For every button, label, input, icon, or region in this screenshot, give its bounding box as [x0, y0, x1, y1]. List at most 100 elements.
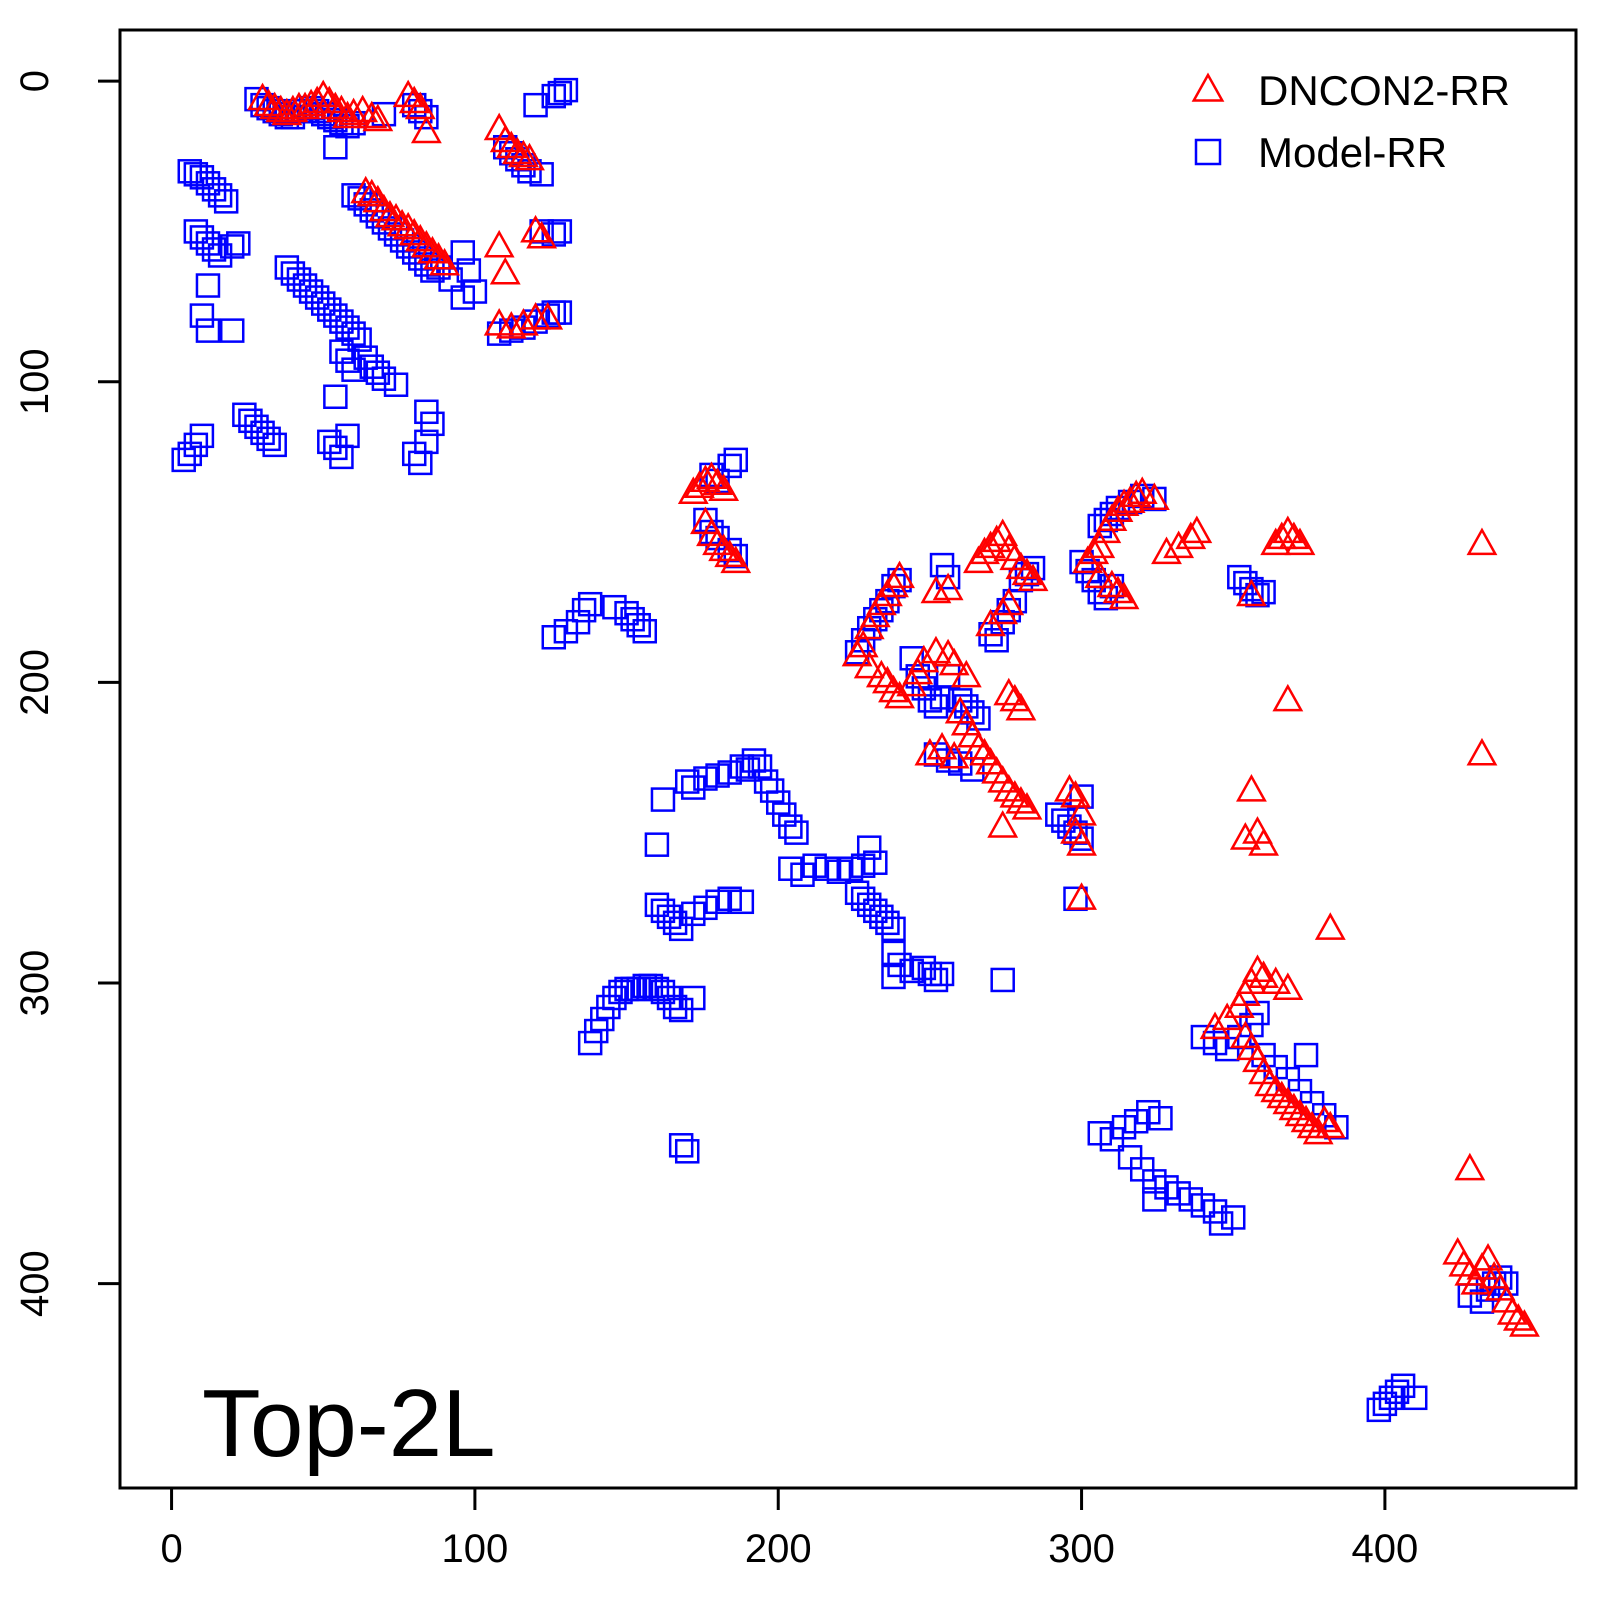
point-dncon2-rr-192	[1502, 1303, 1534, 1331]
series-model-rr	[171, 77, 1519, 1423]
legend: DNCON2-RR Model-RR	[1191, 67, 1510, 176]
point-dncon2-rr-84	[920, 575, 952, 604]
point-dncon2-rr-60	[702, 527, 733, 556]
point-dncon2-rr-31	[398, 217, 430, 246]
point-model-rr-77	[547, 80, 573, 106]
point-model-rr-124	[571, 597, 597, 623]
point-model-rr-37	[189, 303, 215, 328]
point-dncon2-rr-85	[932, 572, 964, 601]
point-model-rr-156	[784, 820, 809, 845]
point-dncon2-rr-141	[1175, 521, 1207, 550]
point-dncon2-rr-57	[708, 473, 740, 501]
point-dncon2-rr-55	[696, 461, 727, 489]
point-dncon2-rr-83	[950, 659, 982, 688]
point-dncon2-rr-5	[277, 94, 309, 123]
point-model-rr-225	[935, 664, 961, 689]
point-model-rr-180	[881, 964, 906, 990]
point-dncon2-rr-175	[1296, 1110, 1328, 1139]
point-dncon2-rr-73	[865, 659, 897, 688]
point-model-rr-185	[662, 910, 688, 936]
point-model-rr-142	[674, 769, 700, 794]
point-dncon2-rr-163	[1272, 972, 1304, 1001]
point-model-rr-27	[207, 183, 233, 208]
point-dncon2-rr-33	[410, 229, 442, 258]
point-dncon2-rr-38	[489, 124, 521, 153]
point-model-rr-237	[984, 628, 1009, 653]
point-dncon2-rr-193	[1509, 1309, 1540, 1337]
point-dncon2-rr-129	[1102, 494, 1134, 523]
point-dncon2-rr-48	[495, 311, 527, 339]
point-dncon2-rr-131	[1114, 485, 1146, 514]
point-dncon2-rr-149	[1272, 683, 1304, 712]
point-dncon2-rr-18	[362, 103, 394, 132]
point-dncon2-rr-15	[338, 97, 369, 126]
point-dncon2-rr-61	[708, 533, 740, 562]
point-dncon2-rr-137	[1102, 575, 1134, 604]
point-dncon2-rr-2	[259, 91, 291, 120]
point-model-rr-79	[523, 92, 548, 118]
point-model-rr-206	[662, 994, 688, 1020]
point-dncon2-rr-107	[981, 524, 1013, 553]
point-dncon2-rr-136	[1096, 569, 1128, 598]
point-dncon2-rr-139	[1151, 536, 1182, 565]
x-tick-label-100: 100	[442, 1527, 509, 1571]
point-model-rr-66	[547, 300, 573, 325]
point-dncon2-rr-34	[417, 235, 448, 264]
point-model-rr-36	[195, 273, 221, 298]
points-layer	[171, 77, 1540, 1423]
point-model-rr-150	[747, 754, 773, 779]
point-dncon2-rr-27	[374, 199, 406, 228]
point-dncon2-rr-170	[1266, 1080, 1298, 1109]
point-dncon2-rr-125	[1078, 536, 1110, 565]
point-model-rr-181	[990, 967, 1015, 993]
point-model-rr-288	[1148, 1105, 1173, 1131]
point-model-rr-120	[414, 399, 439, 425]
point-dncon2-rr-111	[1005, 551, 1037, 580]
point-dncon2-rr-161	[1248, 960, 1279, 988]
point-model-rr-75	[529, 162, 554, 187]
point-dncon2-rr-100	[1005, 692, 1037, 721]
point-dncon2-rr-49	[508, 308, 539, 336]
point-dncon2-rr-53	[683, 470, 715, 498]
point-dncon2-rr-0	[247, 82, 278, 111]
point-dncon2-rr-103	[938, 740, 970, 769]
point-dncon2-rr-41	[508, 139, 539, 168]
point-dncon2-rr-63	[720, 545, 752, 574]
point-dncon2-rr-40	[501, 136, 533, 165]
point-dncon2-rr-72	[853, 650, 885, 679]
point-dncon2-rr-172	[1278, 1092, 1310, 1121]
point-model-rr-171	[875, 910, 900, 936]
point-model-rr-298	[1220, 1205, 1246, 1230]
point-dncon2-rr-89	[963, 731, 994, 760]
series-dncon2-rr	[247, 79, 1540, 1337]
point-dncon2-rr-17	[356, 100, 388, 129]
point-dncon2-rr-29	[386, 208, 418, 237]
point-dncon2-rr-191	[1496, 1297, 1528, 1325]
point-model-rr-305	[1402, 1385, 1428, 1411]
point-model-rr-208	[681, 985, 706, 1011]
point-model-rr-178	[923, 967, 949, 993]
point-dncon2-rr-56	[702, 467, 733, 495]
point-dncon2-rr-1	[253, 88, 285, 117]
point-model-rr-165	[863, 850, 888, 875]
point-dncon2-rr-11	[313, 85, 345, 114]
point-dncon2-rr-12	[319, 91, 351, 120]
point-dncon2-rr-140	[1163, 530, 1195, 559]
point-dncon2-rr-14	[332, 100, 363, 129]
point-dncon2-rr-32	[404, 223, 436, 252]
legend-label-dncon2-rr: DNCON2-RR	[1258, 67, 1510, 114]
axes-layer: 0 100 200 300 400 0 100 200 300 400	[13, 70, 1418, 1571]
point-model-rr-35	[226, 231, 251, 256]
legend-label-model-rr: Model-RR	[1258, 129, 1447, 176]
point-dncon2-rr-45	[520, 214, 551, 243]
point-dncon2-rr-155	[1199, 1011, 1231, 1040]
point-model-rr-299	[1142, 1187, 1167, 1212]
point-dncon2-rr-22	[410, 115, 442, 144]
point-dncon2-rr-174	[1290, 1104, 1322, 1133]
point-dncon2-rr-178	[1314, 1110, 1346, 1139]
point-model-rr-17	[323, 134, 348, 160]
point-dncon2-rr-96	[1005, 786, 1037, 814]
point-dncon2-rr-101	[914, 737, 946, 766]
point-dncon2-rr-42	[514, 142, 545, 171]
point-dncon2-rr-23	[350, 175, 382, 204]
